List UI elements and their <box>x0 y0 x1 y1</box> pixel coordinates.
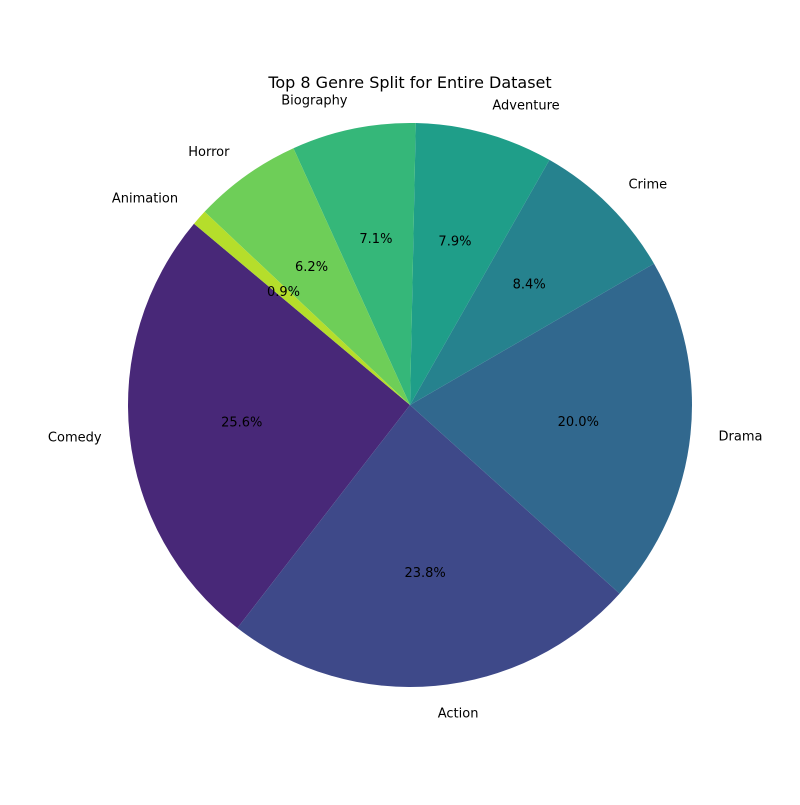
slice-action <box>237 405 620 688</box>
slice-label-adventure: Adventure <box>492 98 559 113</box>
slice-label-biography: Biography <box>281 94 348 109</box>
slice-animation <box>193 211 410 405</box>
pct-label-crime: 8.4% <box>513 277 546 292</box>
pie-labels: Comedy 25.6% Action 23.8% Drama 20.0% Crime 8.4… <box>48 94 763 722</box>
slice-drama <box>410 263 692 594</box>
slice-biography <box>293 123 416 405</box>
slice-label-drama: Drama <box>719 430 763 445</box>
pct-label-comedy: 25.6% <box>221 416 262 431</box>
slice-horror <box>204 148 410 405</box>
chart-title: Top 8 Genre Split for Entire Dataset <box>267 73 551 92</box>
slice-label-action: Action <box>438 706 479 721</box>
slice-comedy <box>127 223 411 628</box>
pct-label-biography: 7.1% <box>359 232 392 247</box>
pct-label-action: 23.8% <box>404 566 445 581</box>
pct-label-adventure: 7.9% <box>438 234 471 249</box>
slice-label-crime: Crime <box>628 177 667 192</box>
pie-slices <box>127 123 692 688</box>
slice-adventure <box>410 123 550 406</box>
slice-label-animation: Animation <box>112 191 178 206</box>
pct-label-animation: 0.9% <box>267 285 300 300</box>
pct-label-horror: 6.2% <box>295 260 328 275</box>
slice-label-horror: Horror <box>188 145 230 160</box>
slice-label-comedy: Comedy <box>48 431 102 446</box>
slice-crime <box>410 159 654 405</box>
pct-label-drama: 20.0% <box>558 415 599 430</box>
